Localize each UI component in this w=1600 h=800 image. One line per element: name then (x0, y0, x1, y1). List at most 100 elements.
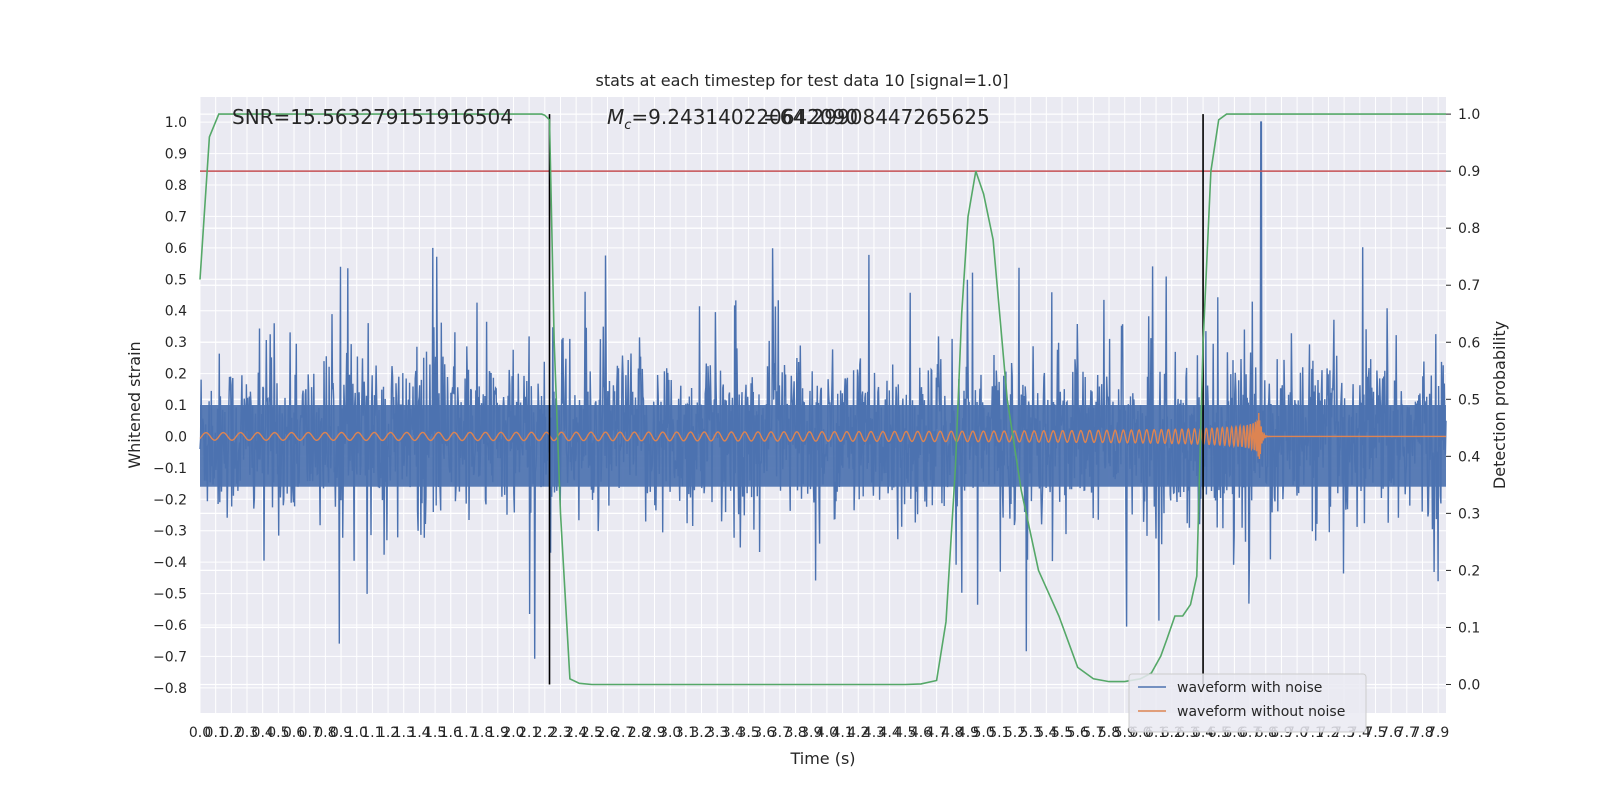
y-tick-labels: 1.0 0.9 0.8 0.7 0.6 0.5 0.4 0.3 0.2 0.1 0.0 −0.1 −0.… (153, 115, 187, 697)
x-tick-label: 0.2 (220, 725, 242, 741)
x-tick-label: 0.7 (299, 725, 321, 741)
x-tick-label: 4.1 (831, 725, 853, 741)
x-tick-label: 5.8 (1098, 725, 1120, 741)
x-tick-label: 2.4 (565, 725, 587, 741)
x-tick-label: 4.3 (863, 725, 885, 741)
x-tick-label: 5.2 (1004, 725, 1026, 741)
x-tick-label: 4.9 (957, 725, 979, 741)
x-tick-label: 0.5 (267, 725, 289, 741)
x-tick-label: 3.2 (690, 725, 712, 741)
x-tick-label: 0.3 (236, 725, 258, 741)
y2-tick-label: 0.5 (1458, 392, 1480, 408)
x-tick-label: 5.7 (1082, 725, 1104, 741)
chirp-mass-annotation: Mc=9.243140220642090 (607, 105, 858, 133)
legend-entry-clean: waveform without noise (1177, 704, 1345, 720)
x-tick-label: 1.9 (487, 725, 509, 741)
x-tick-label: 4.2 (847, 725, 869, 741)
x-tick-label: 7.7 (1396, 725, 1418, 741)
snr-annotation: SNR=15.563279151916504 (232, 105, 513, 129)
legend-box (1128, 673, 1367, 733)
x-tick-label: 3.3 (706, 725, 728, 741)
y-tick-label: −0.4 (153, 555, 187, 571)
y-tick-label: 1.0 (165, 115, 187, 131)
clean-waveform-trace (199, 412, 1446, 460)
x-tick-label: 2.0 (502, 725, 524, 741)
x-tick-label: 7.5 (1364, 725, 1386, 741)
waveform-without-noise-line (199, 412, 1446, 460)
x-tick-label: 0.8 (314, 725, 336, 741)
y-tick-label: 0.2 (165, 367, 187, 383)
x-tick-label: 2.3 (549, 725, 571, 741)
y-tick-label: −0.6 (153, 618, 187, 634)
y2-tick-label: 0.6 (1458, 335, 1480, 351)
x-tick-label: 2.5 (581, 725, 603, 741)
x-tick-label: 1.5 (424, 725, 446, 741)
x-tick-label: 2.6 (596, 725, 618, 741)
x-tick-label: 0.1 (205, 725, 227, 741)
y-tick-label: 0.7 (165, 209, 187, 225)
mc-value: =9.243140220642090 (631, 105, 858, 129)
y2-tick-label: 0.7 (1458, 278, 1480, 294)
y-tick-label: 0.0 (165, 429, 187, 445)
x-tick-label: 0.9 (330, 725, 352, 741)
x-tick-label: 5.5 (1051, 725, 1073, 741)
x-tick-label: 2.1 (518, 725, 540, 741)
x-tick-label: 7.6 (1380, 725, 1402, 741)
y2-tick-label: 0.8 (1458, 221, 1480, 237)
x-tick-label: 1.6 (440, 725, 462, 741)
x-tick-label: 4.4 (878, 725, 900, 741)
x-tick-label: 4.5 (894, 725, 916, 741)
x-tick-label: 7.8 (1411, 725, 1433, 741)
x-tick-label: 1.0 (346, 725, 368, 741)
y2-tick-label: 0.3 (1458, 506, 1480, 522)
x-tick-label: 3.4 (722, 725, 744, 741)
legend-entry-noise: waveform with noise (1177, 680, 1322, 696)
y-tick-label: 0.5 (165, 272, 187, 288)
x-tick-label: 2.8 (628, 725, 650, 741)
x-tick-label: 1.3 (393, 725, 415, 741)
x-tick-label: 2.9 (643, 725, 665, 741)
y-tick-label: −0.8 (153, 681, 187, 697)
y-tick-label: −0.3 (153, 524, 187, 540)
x-tick-label: 2.2 (534, 725, 556, 741)
overlap-annotation: =64.29908447265625 (763, 105, 990, 129)
y-tick-label: −0.1 (153, 461, 187, 477)
x-tick-label: 4.7 (925, 725, 947, 741)
x-tick-label: 1.4 (408, 725, 430, 741)
x-tick-label: 7.9 (1427, 725, 1449, 741)
detection-probability-line (199, 113, 1446, 686)
x-tick-label: 4.0 (816, 725, 838, 741)
x-tick-label: 5.3 (1020, 725, 1042, 741)
x-tick-label: 1.7 (455, 725, 477, 741)
y-tick-label: −0.7 (153, 649, 187, 665)
y2-tick-label: 1.0 (1458, 107, 1480, 123)
y-tick-label: 0.3 (165, 335, 187, 351)
x-tick-label: 3.7 (769, 725, 791, 741)
y-tick-label: 0.1 (165, 398, 187, 414)
x-tick-label: 3.0 (659, 725, 681, 741)
y2-tick-label: 0.1 (1458, 620, 1480, 636)
chart-title: stats at each timestep for test data 10 … (596, 71, 1009, 90)
x-tick-label: 3.1 (675, 725, 697, 741)
x-tick-label: 3.5 (737, 725, 759, 741)
y-axis-label: Whitened strain (125, 341, 144, 468)
y-tick-label: 0.6 (165, 241, 187, 257)
x-tick-label: 2.7 (612, 725, 634, 741)
x-tick-label: 0.0 (189, 725, 211, 741)
legend: waveform with noise waveform without noi… (1128, 673, 1367, 733)
probability-trace (199, 113, 1446, 686)
y2-tick-label: 0.0 (1458, 677, 1480, 693)
y-tick-label: 0.9 (165, 147, 187, 163)
x-tick-label: 3.9 (800, 725, 822, 741)
mc-subscript: c (624, 118, 631, 133)
y2-tick-label: 0.4 (1458, 449, 1480, 465)
x-tick-label: 5.4 (1035, 725, 1057, 741)
vertical-markers (548, 114, 1204, 685)
x-tick-label: 3.6 (753, 725, 775, 741)
y-tick-label: −0.2 (153, 492, 187, 508)
x-tick-label: 1.8 (471, 725, 493, 741)
x-tick-label: 0.4 (252, 725, 274, 741)
y2-tick-labels: 1.0 0.9 0.8 0.7 0.6 0.5 0.4 0.3 0.2 0.1 0.0 (1446, 107, 1480, 693)
y-tick-label: 0.8 (165, 178, 187, 194)
